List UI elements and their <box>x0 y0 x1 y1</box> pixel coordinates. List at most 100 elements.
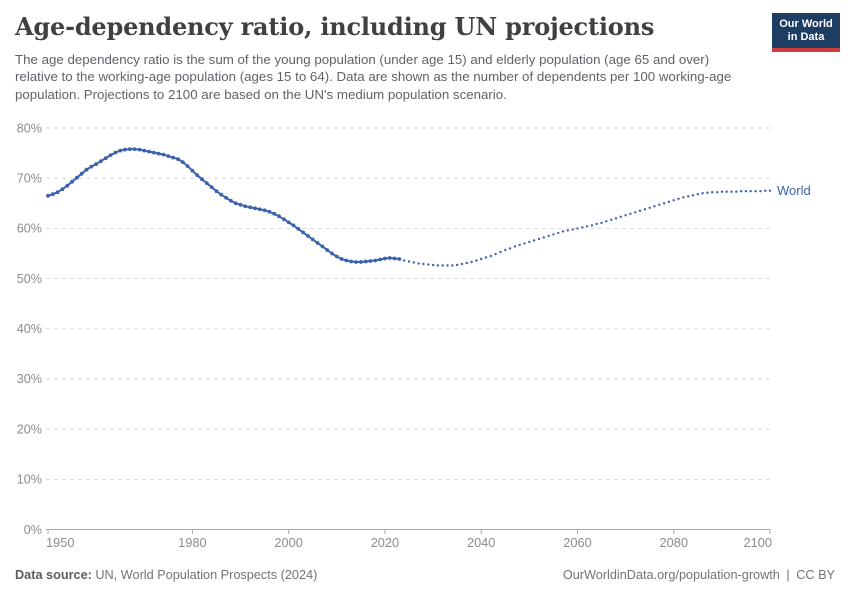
projection-dot[interactable] <box>465 261 468 265</box>
projection-dot[interactable] <box>595 222 598 226</box>
data-point-marker[interactable] <box>200 177 204 182</box>
projection-dot[interactable] <box>528 240 531 244</box>
projection-dot[interactable] <box>407 260 411 263</box>
data-point-marker[interactable] <box>55 190 60 195</box>
data-point-marker[interactable] <box>142 148 147 153</box>
projection-dot[interactable] <box>590 224 594 227</box>
world-series-projection[interactable] <box>403 189 772 267</box>
projection-dot[interactable] <box>610 218 613 221</box>
world-series-historical[interactable] <box>46 147 402 264</box>
data-point-marker[interactable] <box>190 168 195 173</box>
projection-dot[interactable] <box>638 209 642 212</box>
projection-dot[interactable] <box>667 200 671 203</box>
data-point-marker[interactable] <box>320 244 325 249</box>
projection-dot[interactable] <box>677 197 680 200</box>
data-point-marker[interactable] <box>46 193 50 198</box>
projection-dot[interactable] <box>571 228 574 231</box>
data-point-marker[interactable] <box>89 164 94 169</box>
projection-dot[interactable] <box>537 237 541 241</box>
data-point-marker[interactable] <box>70 179 74 184</box>
projection-dot[interactable] <box>470 260 473 264</box>
data-point-marker[interactable] <box>383 256 387 261</box>
data-point-marker[interactable] <box>310 237 315 242</box>
projection-dot[interactable] <box>648 206 651 209</box>
projection-dot[interactable] <box>547 234 550 238</box>
data-point-marker[interactable] <box>301 230 305 235</box>
owid-logo[interactable]: Our World in Data <box>772 13 840 52</box>
projection-dot[interactable] <box>687 195 690 198</box>
data-point-marker[interactable] <box>219 192 224 197</box>
data-point-marker[interactable] <box>99 159 103 164</box>
projection-dot[interactable] <box>711 191 714 194</box>
projection-dot[interactable] <box>532 239 536 242</box>
projection-dot[interactable] <box>523 242 526 245</box>
projection-dot[interactable] <box>422 262 425 266</box>
projection-dot[interactable] <box>691 194 695 197</box>
data-point-marker[interactable] <box>204 181 209 186</box>
data-point-marker[interactable] <box>315 241 320 245</box>
projection-dot[interactable] <box>451 264 454 267</box>
data-point-marker[interactable] <box>156 151 161 156</box>
projection-dot[interactable] <box>557 231 560 235</box>
projection-dot[interactable] <box>619 215 622 218</box>
projection-dot[interactable] <box>682 196 685 199</box>
data-point-marker[interactable] <box>229 198 233 203</box>
data-point-marker[interactable] <box>253 206 257 211</box>
projection-dot[interactable] <box>412 261 415 264</box>
projection-dot[interactable] <box>446 264 449 267</box>
projection-dot[interactable] <box>768 189 772 192</box>
projection-dot[interactable] <box>542 236 545 239</box>
projection-dot[interactable] <box>754 190 757 193</box>
projection-dot[interactable] <box>749 190 752 193</box>
data-point-marker[interactable] <box>334 254 339 259</box>
projection-dot[interactable] <box>436 264 440 267</box>
projection-dot[interactable] <box>552 233 555 236</box>
data-point-marker[interactable] <box>195 173 200 178</box>
data-point-marker[interactable] <box>214 189 219 194</box>
data-point-marker[interactable] <box>176 157 180 162</box>
projection-dot[interactable] <box>662 202 666 205</box>
data-point-marker[interactable] <box>161 152 166 157</box>
data-point-marker[interactable] <box>137 147 142 152</box>
projection-dot[interactable] <box>701 192 704 195</box>
projection-dot[interactable] <box>489 254 492 258</box>
projection-dot[interactable] <box>624 214 627 217</box>
projection-dot[interactable] <box>455 263 459 267</box>
data-point-marker[interactable] <box>286 220 291 225</box>
projection-dot[interactable] <box>480 257 483 261</box>
projection-dot[interactable] <box>518 243 521 247</box>
projection-dot[interactable] <box>431 263 435 267</box>
projection-dot[interactable] <box>581 226 584 229</box>
projection-dot[interactable] <box>715 191 719 194</box>
data-point-marker[interactable] <box>282 217 286 222</box>
projection-dot[interactable] <box>696 193 699 196</box>
data-point-marker[interactable] <box>180 160 185 165</box>
projection-dot[interactable] <box>672 199 675 202</box>
data-point-marker[interactable] <box>50 192 55 197</box>
data-point-marker[interactable] <box>397 257 402 261</box>
projection-dot[interactable] <box>561 230 565 233</box>
data-point-marker[interactable] <box>94 162 98 167</box>
projection-dot[interactable] <box>629 212 632 215</box>
projection-dot[interactable] <box>484 256 488 259</box>
projection-dot[interactable] <box>494 252 497 256</box>
owid-url-link[interactable]: OurWorldinData.org/population-growth <box>562 568 780 582</box>
data-point-marker[interactable] <box>248 205 253 210</box>
data-point-marker[interactable] <box>147 149 152 154</box>
projection-dot[interactable] <box>725 190 728 193</box>
data-point-marker[interactable] <box>79 171 84 176</box>
data-point-marker[interactable] <box>65 183 70 188</box>
data-point-marker[interactable] <box>75 175 79 180</box>
data-point-marker[interactable] <box>306 234 310 238</box>
projection-dot[interactable] <box>475 259 478 262</box>
projection-dot[interactable] <box>720 190 724 193</box>
data-point-marker[interactable] <box>103 156 108 161</box>
data-point-marker[interactable] <box>127 147 132 152</box>
data-point-marker[interactable] <box>171 155 176 160</box>
data-point-marker[interactable] <box>392 256 397 261</box>
data-point-marker[interactable] <box>224 195 229 200</box>
projection-dot[interactable] <box>706 191 709 194</box>
data-point-marker[interactable] <box>118 148 123 153</box>
data-point-marker[interactable] <box>378 257 382 262</box>
projection-dot[interactable] <box>513 245 517 248</box>
